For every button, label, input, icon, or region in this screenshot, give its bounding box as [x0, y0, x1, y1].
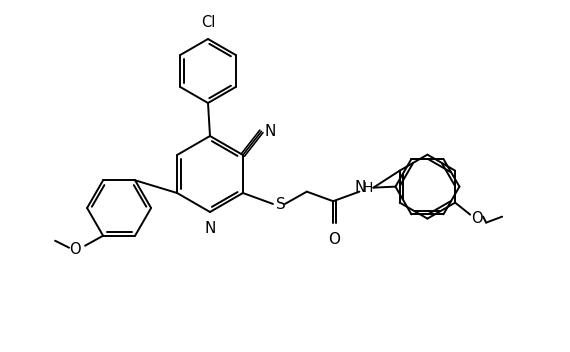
Text: Cl: Cl: [201, 15, 215, 30]
Text: S: S: [276, 197, 286, 213]
Text: N: N: [355, 180, 366, 195]
Text: O: O: [328, 232, 340, 247]
Text: N: N: [264, 124, 276, 139]
Text: H: H: [363, 181, 373, 195]
Text: N: N: [204, 221, 215, 236]
Text: O: O: [471, 211, 483, 226]
Text: O: O: [70, 242, 81, 257]
